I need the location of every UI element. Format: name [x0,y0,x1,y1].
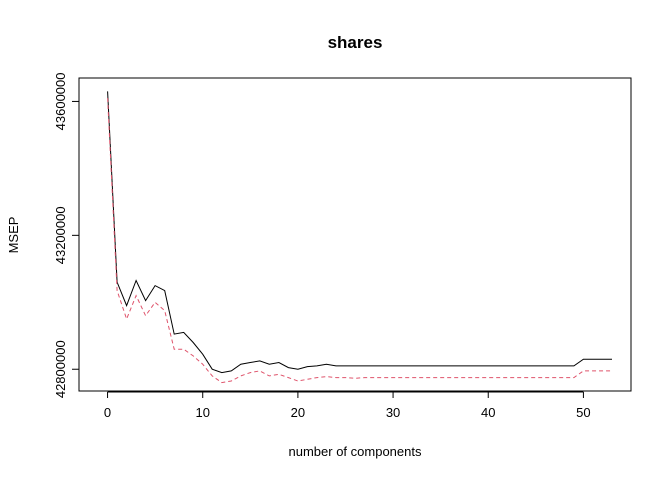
x-tick-label: 10 [195,405,209,420]
x-tick-label: 50 [576,405,590,420]
x-axis: 0 10 20 30 40 50 [104,391,591,420]
y-tick-label: 42800000 [53,340,68,398]
y-axis-label: MSEP [6,217,21,254]
y-axis: 42800000 43200000 43600000 [53,73,80,398]
chart-title: shares [328,33,383,52]
series-line-1-solid [107,91,612,374]
x-tick-label: 20 [291,405,305,420]
x-axis-label: number of components [289,444,422,459]
y-tick-label: 43200000 [53,206,68,264]
y-tick-label: 43600000 [53,73,68,131]
x-tick-label: 40 [481,405,495,420]
x-tick-label: 0 [104,405,111,420]
plot-frame [78,77,632,392]
series-layer [107,91,612,384]
x-tick-label: 30 [386,405,400,420]
series-line-2-dashed [107,98,612,384]
